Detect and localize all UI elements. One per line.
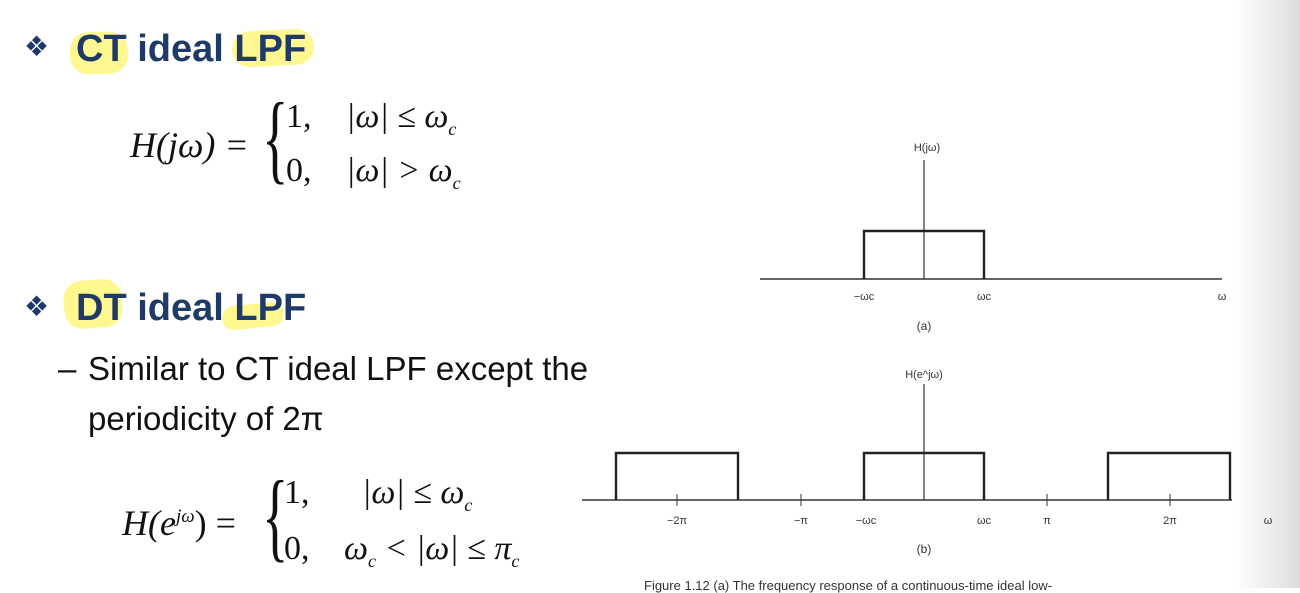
page-edge-shadow bbox=[1236, 0, 1300, 588]
dt-equation-lhs: H(ejω) = bbox=[122, 503, 236, 543]
ct-equation-brace: { bbox=[262, 82, 289, 193]
ct-case2-condition: |ω| > ωc bbox=[346, 152, 461, 193]
panel-b-passband-rect-right bbox=[1106, 451, 1232, 500]
heading-lpf: LPF bbox=[234, 28, 307, 70]
panel-b-tick-pi: π bbox=[1043, 515, 1051, 527]
panel-a-ylabel: H(jω) bbox=[914, 142, 940, 154]
panel-b-label: (b) bbox=[917, 542, 932, 556]
panel-b-passband-rect-center bbox=[862, 451, 986, 500]
panel-b-tick-neg-2pi: −2π bbox=[667, 515, 688, 527]
heading-dt-ideal-lpf: DT ideal LPF bbox=[76, 287, 306, 330]
ct-case1-condition: |ω| ≤ ωc bbox=[346, 98, 457, 139]
dt-case1-value: 1, bbox=[284, 474, 310, 511]
panel-a-tick-wc: ωc bbox=[977, 291, 992, 303]
figure-caption-partial: Figure 1.12 (a) The frequency response o… bbox=[644, 578, 1053, 593]
ct-equation-lhs: H(jω) = bbox=[130, 125, 249, 165]
bullet-diamond-icon: ❖ bbox=[24, 291, 50, 322]
dt-case2-condition: ωc < |ω| ≤ πc bbox=[344, 530, 520, 571]
panel-a: H(jω) −ωc ωc ω (a) bbox=[760, 142, 1227, 333]
sub-bullet-line2: periodicity of 2π bbox=[88, 400, 324, 437]
dt-case1-condition: |ω| ≤ ωc bbox=[362, 474, 473, 515]
panel-b: H(e^jω) −2π −π −ωc ωc π 2π ω (b) bbox=[582, 369, 1273, 556]
heading-dt: DT bbox=[76, 287, 127, 329]
bullet-diamond-icon: ❖ bbox=[24, 31, 50, 62]
panel-b-xlabel: ω bbox=[1264, 515, 1273, 527]
ct-case1-value: 1, bbox=[286, 98, 312, 135]
dt-case2-value: 0, bbox=[284, 530, 310, 567]
panel-b-tick-neg-pi: −π bbox=[794, 515, 808, 527]
sub-bullet-line1: Similar to CT ideal LPF except the bbox=[88, 350, 589, 387]
panel-b-tick-2pi: 2π bbox=[1163, 515, 1177, 527]
dt-equation-brace: { bbox=[262, 460, 289, 571]
panel-a-tick-neg-wc: −ωc bbox=[854, 291, 875, 303]
panel-b-ylabel: H(e^jω) bbox=[905, 369, 943, 381]
heading-ideal: ideal bbox=[137, 28, 224, 70]
panel-b-passband-rect-left bbox=[614, 451, 740, 500]
panel-a-xlabel: ω bbox=[1218, 291, 1227, 303]
heading-ideal: ideal bbox=[137, 287, 224, 329]
heading-ct-ideal-lpf: CT ideal LPF bbox=[76, 28, 306, 71]
panel-b-tick-neg-wc: −ωc bbox=[856, 515, 877, 527]
heading-lpf: LPF bbox=[234, 287, 307, 329]
panel-a-passband-rect bbox=[862, 229, 986, 279]
ct-case2-value: 0, bbox=[286, 152, 312, 189]
heading-ct: CT bbox=[76, 28, 127, 70]
panel-b-tick-wc: ωc bbox=[977, 515, 992, 527]
sub-bullet-dash: – bbox=[58, 350, 77, 387]
panel-a-label: (a) bbox=[917, 319, 932, 333]
